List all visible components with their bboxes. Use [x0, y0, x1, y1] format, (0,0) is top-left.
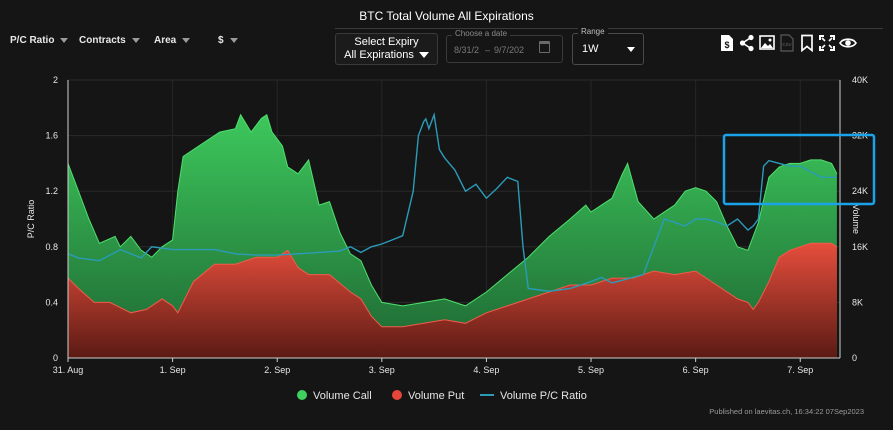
y-left-tick-label: 2: [53, 75, 58, 85]
y-right-tick-label: 8K: [852, 297, 863, 307]
published-note: Published on laevitas.ch, 16:34:22 07Sep…: [709, 407, 864, 416]
put-dot-icon: [392, 390, 402, 400]
currency-dropdown-label: $: [218, 35, 224, 46]
x-tick-label: 1. Sep: [160, 365, 186, 375]
image-icon[interactable]: [759, 34, 775, 57]
y-left-tick-label: 0.4: [45, 297, 58, 307]
dollar-file-icon[interactable]: $: [720, 34, 734, 57]
bookmark-icon[interactable]: [800, 34, 814, 57]
fullscreen-icon[interactable]: [819, 34, 835, 57]
expiry-label: Select Expiry: [354, 36, 419, 48]
date-range-picker[interactable]: Choose a date 8/31/2 – 9/7/202: [446, 29, 563, 63]
legend-volume-put[interactable]: Volume Put: [392, 390, 464, 402]
legend-volume-call[interactable]: Volume Call: [297, 390, 372, 402]
pc-ratio-dropdown-label: P/C Ratio: [10, 35, 55, 46]
title-divider: [335, 28, 883, 29]
csv-icon[interactable]: CSV: [780, 34, 794, 57]
calendar-icon[interactable]: [539, 41, 550, 53]
x-tick-label: 5. Sep: [578, 365, 604, 375]
legend-pc-ratio[interactable]: Volume P/C Ratio: [480, 390, 587, 402]
currency-dropdown[interactable]: $: [218, 35, 238, 46]
series-pc-ratio-line: [67, 112, 837, 293]
legend-label: Volume Call: [313, 390, 372, 402]
expiry-value: All Expirations: [344, 49, 414, 61]
axes: [67, 80, 841, 362]
chevron-down-icon: [131, 37, 140, 43]
date-to-input[interactable]: 9/7/202: [494, 45, 525, 55]
range-legend: Range: [578, 27, 608, 36]
x-tick-label: 31. Aug: [53, 365, 84, 375]
series-volume-put-area: [68, 243, 837, 358]
contracts-dropdown-label: Contracts: [79, 35, 126, 46]
svg-text:CSV: CSV: [782, 42, 791, 47]
y-left-tick-label: 1.6: [45, 131, 58, 141]
y-right-tick-label: 24K: [852, 186, 868, 196]
chevron-down-icon: [60, 37, 69, 43]
y-right-axis-title: Volume: [851, 204, 861, 234]
ratio-line-icon: [480, 394, 494, 396]
series-volume-call-line: [67, 113, 838, 307]
date-separator: –: [485, 45, 491, 55]
eye-icon[interactable]: [839, 34, 857, 57]
caret-down-icon: [627, 47, 635, 52]
x-tick-label: 2. Sep: [264, 365, 290, 375]
chevron-down-icon: [182, 37, 191, 43]
select-expiry-button[interactable]: Select Expiry All Expirations: [335, 33, 438, 65]
share-icon[interactable]: [739, 34, 755, 57]
range-value: 1W: [582, 43, 599, 55]
legend-label: Volume Put: [408, 390, 465, 402]
pc-ratio-dropdown[interactable]: P/C Ratio: [10, 35, 69, 46]
y-left-axis-title: P/C Ratio: [26, 200, 36, 239]
x-tick-label: 4. Sep: [473, 365, 499, 375]
date-picker-legend: Choose a date: [452, 29, 511, 38]
y-right-tick-label: 0: [852, 353, 857, 363]
series-areas: [67, 112, 838, 358]
call-dot-icon: [297, 390, 307, 400]
contracts-dropdown[interactable]: Contracts: [79, 35, 140, 46]
y-right-tick-label: 16K: [852, 242, 868, 252]
x-tick-label: 3. Sep: [369, 365, 395, 375]
legend-label: Volume P/C Ratio: [500, 390, 587, 402]
svg-text:$: $: [724, 40, 729, 50]
chart-title: BTC Total Volume All Expirations: [359, 9, 534, 23]
date-from-input[interactable]: 8/31/2: [454, 45, 480, 55]
y-left-tick-label: 1.2: [45, 186, 58, 196]
chevron-down-icon: [229, 37, 238, 43]
y-left-tick-label: 0.8: [45, 242, 58, 252]
area-dropdown[interactable]: Area: [154, 35, 191, 46]
x-tick-label: 6. Sep: [683, 365, 709, 375]
y-left-tick-label: 0: [53, 353, 58, 363]
caret-down-icon: [418, 52, 429, 59]
area-dropdown-label: Area: [154, 35, 177, 46]
y-right-tick-label: 40K: [852, 75, 868, 85]
series-volume-put-line: [67, 242, 838, 328]
highlight-box: [722, 133, 876, 206]
range-select[interactable]: Range 1W: [572, 27, 644, 65]
x-tick-label: 7. Sep: [787, 365, 813, 375]
